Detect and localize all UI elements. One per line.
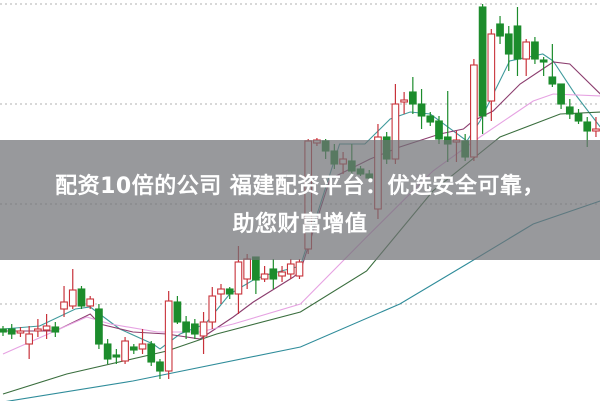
candle-body xyxy=(435,120,443,140)
candle-body xyxy=(583,121,592,132)
candle-body xyxy=(234,261,243,295)
candle-body xyxy=(400,99,408,103)
candle-body xyxy=(286,263,295,275)
candle-body xyxy=(86,298,95,307)
candle-body xyxy=(408,91,417,105)
candle-body xyxy=(95,308,103,345)
title-line-2: 助您财富增值 xyxy=(232,212,368,237)
candle-body xyxy=(16,330,25,334)
candle-body xyxy=(260,273,269,280)
candle-body xyxy=(243,258,252,280)
candle-body xyxy=(147,343,156,363)
candle-body xyxy=(487,33,496,102)
candle-body xyxy=(557,83,565,105)
candle-body xyxy=(496,23,504,37)
candle-body xyxy=(252,256,260,281)
candle-body xyxy=(25,333,34,345)
candle-body xyxy=(208,295,217,323)
candle-body xyxy=(129,346,138,351)
candle-body xyxy=(42,325,51,331)
candle-body xyxy=(539,59,548,63)
candle-body xyxy=(592,128,600,132)
candle-body xyxy=(199,321,208,337)
candle-body xyxy=(269,268,278,280)
title-banner: 配资10倍的公司 福建配资平台：优选安全可靠， 助您财富增值 xyxy=(0,140,600,260)
candle-body xyxy=(278,271,286,277)
candle-body xyxy=(103,343,112,360)
candle-body xyxy=(417,103,426,117)
moving-average-line xyxy=(2,93,600,355)
candle-body xyxy=(51,326,60,333)
candle-body xyxy=(60,301,68,310)
candle-body xyxy=(173,301,182,323)
candle-body xyxy=(164,300,173,372)
candle-body xyxy=(478,6,487,117)
candle-body xyxy=(522,41,531,60)
candle-body xyxy=(574,113,583,122)
candle-body xyxy=(7,328,16,335)
candle-body xyxy=(295,261,304,277)
candle-body xyxy=(217,288,225,295)
candle-body xyxy=(513,25,522,60)
candle-body xyxy=(190,323,199,335)
candle-body xyxy=(548,76,557,85)
candle-body xyxy=(531,41,539,60)
candle-body xyxy=(68,289,77,307)
candle-body xyxy=(138,343,147,350)
candle-body xyxy=(112,354,121,358)
candle-body xyxy=(77,288,86,307)
candle-body xyxy=(0,328,7,333)
candle-body xyxy=(565,106,574,115)
title-line-1: 配资10倍的公司 福建配资平台：优选安全可靠， xyxy=(55,174,545,199)
candle-body xyxy=(504,33,513,55)
candle-body xyxy=(426,115,435,123)
candle-body xyxy=(225,288,234,295)
candle-body xyxy=(121,340,129,362)
candle-body xyxy=(156,361,164,372)
candle-body xyxy=(34,328,42,332)
candle-body xyxy=(182,321,190,333)
